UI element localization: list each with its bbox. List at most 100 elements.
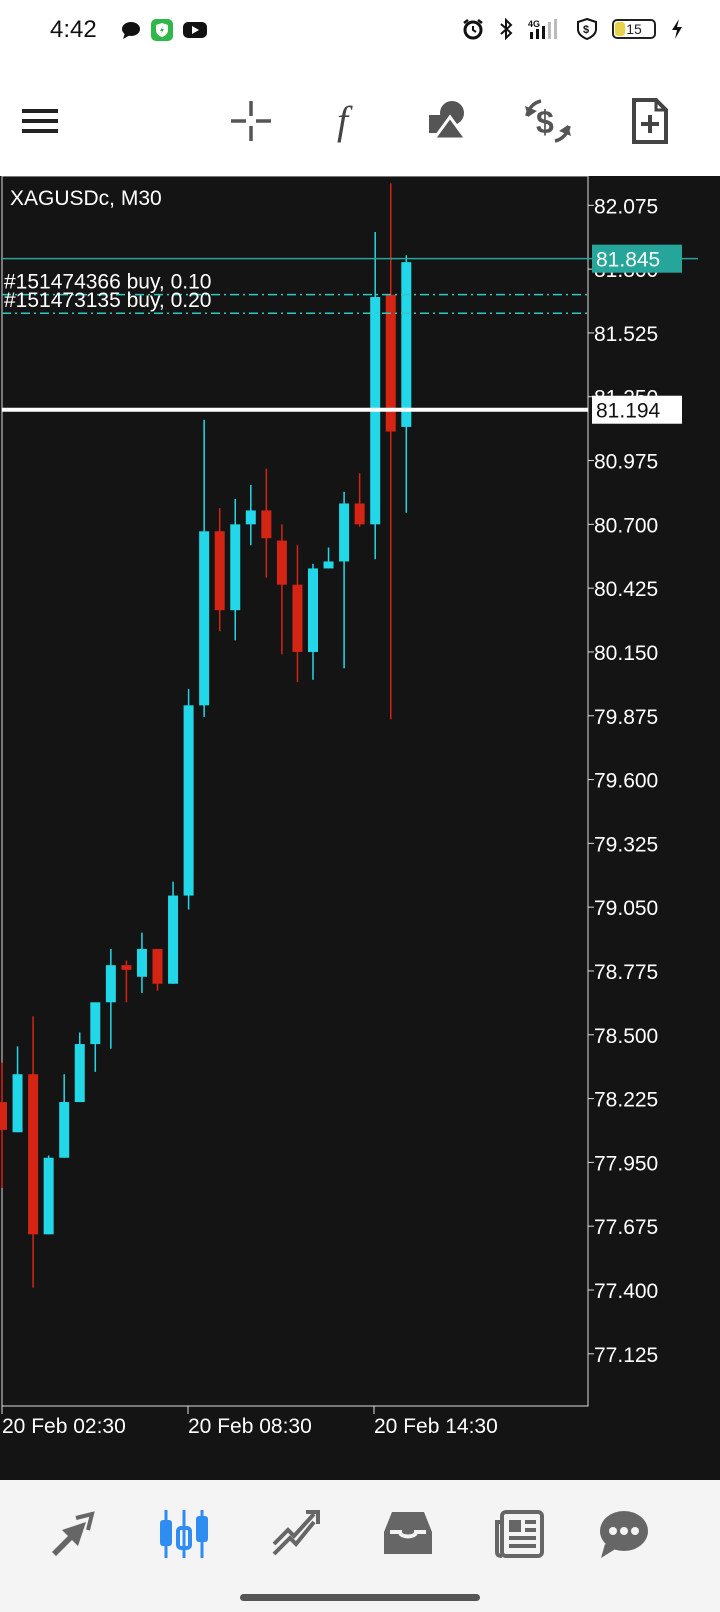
y-tick-label: 79.875: [594, 706, 658, 729]
plot-frame: [1, 176, 589, 1407]
y-tick-label: 82.075: [594, 195, 658, 218]
svg-text:f: f: [337, 98, 353, 143]
candle: [199, 419, 210, 717]
candle: [308, 563, 318, 680]
nav-history[interactable]: [380, 1506, 436, 1562]
status-time: 4:42: [50, 16, 97, 43]
y-tick-label: 80.150: [594, 642, 658, 665]
ask-price-label: 81.845: [596, 249, 660, 272]
price-lines-layer: #151474366 buy, 0.10#151473135 buy, 0.20: [2, 257, 698, 412]
nav-quotes[interactable]: [44, 1506, 100, 1562]
price-chart[interactable]: #151474366 buy, 0.10 #151473135 buy, 0.20…: [0, 176, 720, 1480]
candle-body: [183, 705, 194, 896]
trade-dollar-icon: $: [525, 99, 571, 143]
new-document-icon: [632, 98, 668, 144]
candle-body: [292, 584, 303, 652]
chat-messages-icon: [600, 1511, 648, 1558]
inbox-history-icon: [384, 1512, 432, 1554]
home-indicator[interactable]: [240, 1594, 480, 1601]
y-tick-label: 80.425: [594, 578, 658, 601]
candle-body: [43, 1157, 54, 1235]
nav-chart[interactable]: [156, 1506, 212, 1562]
status-bar: 4:42 4G $ 15: [0, 0, 720, 64]
crosshair-button[interactable]: [226, 96, 276, 146]
candle: [43, 1155, 54, 1235]
y-tick-label: 77.950: [594, 1152, 658, 1175]
status-right-icons: 4G $ 15: [462, 18, 684, 40]
bluetooth-icon: [500, 18, 513, 40]
y-tick-label: 80.975: [594, 451, 658, 474]
candle: [90, 1002, 101, 1072]
nav-trade[interactable]: [268, 1506, 324, 1562]
x-tick-label: 20 Feb 08:30: [188, 1415, 312, 1438]
candle-body: [230, 524, 241, 611]
y-tick-label: 78.225: [594, 1089, 658, 1112]
youtube-icon: [183, 22, 207, 38]
candle: [230, 498, 241, 641]
y-tick-label: 78.500: [594, 1025, 658, 1048]
x-tick-label: 20 Feb 14:30: [374, 1415, 498, 1438]
ask-price-tag: 81.845: [592, 244, 682, 273]
y-tick-label: 80.700: [594, 514, 658, 537]
battery-icon: 15: [612, 19, 656, 39]
candle: [28, 1016, 39, 1288]
battery-level: 15: [626, 21, 642, 37]
y-tick-label: 79.600: [594, 770, 658, 793]
y-tick-label: 79.050: [594, 897, 658, 920]
y-tick-label: 79.325: [594, 833, 658, 856]
candle-body: [354, 503, 365, 525]
candle-body: [74, 1044, 85, 1103]
candlestick-chart-icon: [160, 1510, 208, 1558]
y-tick-label: 77.400: [594, 1280, 658, 1303]
svg-text:$: $: [536, 104, 554, 140]
candle-body: [59, 1102, 70, 1158]
y-tick-label: 77.125: [594, 1344, 658, 1367]
candle: [245, 484, 256, 546]
quotes-arrows-icon: [52, 1511, 95, 1556]
chat-bubble-icon: [122, 22, 140, 39]
chart-canvas[interactable]: #151474366 buy, 0.10#151473135 buy, 0.20…: [0, 176, 720, 1480]
svg-text:$: $: [583, 24, 589, 36]
candle-body: [168, 895, 179, 984]
candle-body: [90, 1002, 101, 1045]
candle-body: [199, 531, 210, 706]
candle: [183, 689, 194, 910]
objects-shapes-icon: [429, 101, 469, 141]
trade-button[interactable]: $: [523, 96, 573, 146]
candle-body: [121, 965, 132, 970]
svg-text:4G: 4G: [528, 19, 540, 29]
time-axis: 20 Feb 02:30 20 Feb 08:30 20 Feb 14:30: [1, 1406, 498, 1438]
menu-icon: [22, 109, 58, 133]
vpn-shield-icon: $: [577, 18, 597, 40]
candle: [12, 1046, 23, 1133]
candle-body: [152, 948, 163, 984]
new-order-button[interactable]: [625, 96, 675, 146]
indicators-button[interactable]: f: [326, 96, 376, 146]
candle: [0, 1062, 7, 1188]
trade-trend-icon: [272, 1510, 320, 1556]
news-icon: [495, 1510, 544, 1558]
ask-price-bg: [592, 244, 682, 273]
y-tick-label: 78.775: [594, 961, 658, 984]
order-label: #151474366 buy, 0.10: [4, 271, 211, 294]
candle-body: [28, 1074, 39, 1235]
y-tick-label: 81.525: [594, 323, 658, 346]
candle-body: [276, 540, 287, 585]
bid-price-bg: [592, 395, 682, 424]
candle: [339, 491, 350, 669]
candle: [74, 1032, 85, 1103]
charging-icon: [672, 19, 682, 39]
candle: [354, 473, 365, 527]
candle-body: [261, 510, 272, 539]
alarm-icon: [463, 19, 483, 40]
nav-news[interactable]: [492, 1506, 548, 1562]
objects-button[interactable]: [423, 96, 473, 146]
symbol-timeframe-label: XAGUSDc, M30: [10, 187, 162, 210]
candle-body: [136, 948, 147, 977]
menu-button[interactable]: [15, 96, 65, 146]
candle: [214, 508, 225, 632]
candle: [323, 547, 334, 569]
nav-chat[interactable]: [596, 1506, 652, 1562]
x-tick-label: 20 Feb 02:30: [2, 1415, 126, 1438]
shield-app-icon: [151, 19, 173, 41]
